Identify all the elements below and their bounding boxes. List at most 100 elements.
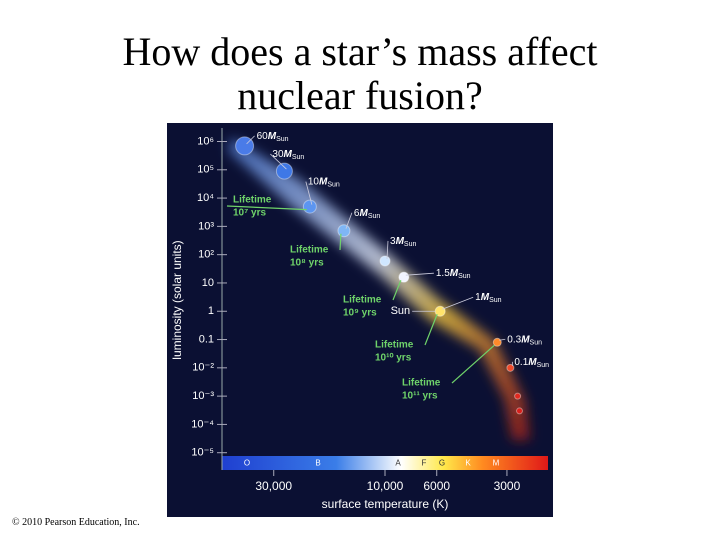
mass-symbol: M xyxy=(359,207,368,218)
label-leader xyxy=(405,272,434,276)
star xyxy=(275,162,293,180)
x-tick-label: 10,000 xyxy=(367,479,404,493)
x-tick-label: 3000 xyxy=(494,479,521,493)
star xyxy=(492,337,502,347)
star xyxy=(379,255,391,267)
mass-label: 1MSun xyxy=(475,292,501,304)
label-leader xyxy=(270,153,287,170)
spectral-class: F xyxy=(422,459,427,468)
y-tick-label: 10² xyxy=(198,249,214,261)
mass-number: 1 xyxy=(475,292,481,303)
mass-number: 60 xyxy=(257,131,269,142)
spectral-class: B xyxy=(315,459,320,468)
lifetime-label: Lifetime xyxy=(290,245,329,256)
mass-subscript: Sun xyxy=(292,154,305,161)
mass-number: 0.1 xyxy=(514,356,528,367)
spectral-bar xyxy=(222,456,548,470)
mass-subscript: Sun xyxy=(537,362,550,369)
slide-title: How does a star’s mass affect xyxy=(122,29,598,74)
mass-subscript: Sun xyxy=(458,273,471,280)
star xyxy=(514,392,522,400)
y-tick-label: 10⁻³ xyxy=(192,390,214,402)
star xyxy=(398,271,410,283)
lifetime-label: Lifetime xyxy=(375,340,414,351)
y-tick-label: 1 xyxy=(208,305,214,317)
spectral-class: K xyxy=(465,459,471,468)
mass-number: 0.3 xyxy=(507,334,521,345)
main-sequence-band xyxy=(228,138,530,440)
y-tick-label: 10⁻⁵ xyxy=(191,447,214,459)
y-tick-label: 10⁵ xyxy=(197,164,214,176)
mass-subscript: Sun xyxy=(489,297,502,304)
mass-subscript: Sun xyxy=(368,213,381,220)
mass-label: 6MSun xyxy=(354,207,380,219)
mass-symbol: M xyxy=(319,176,328,187)
x-tick-label: 30,000 xyxy=(255,479,292,493)
y-tick-label: 10⁴ xyxy=(197,192,214,204)
lifetime-label: Lifetime xyxy=(402,378,441,389)
mass-symbol: M xyxy=(284,149,293,160)
star xyxy=(515,407,523,415)
mass-subscript: Sun xyxy=(327,181,340,188)
y-axis-label: luminosity (solar units) xyxy=(170,240,184,359)
y-tick-label: 10³ xyxy=(198,220,214,232)
label-leader xyxy=(345,212,353,229)
label-leader xyxy=(305,181,313,205)
mass-symbol: M xyxy=(450,268,459,279)
mass-symbol: M xyxy=(268,131,277,142)
copyright: © 2010 Pearson Education, Inc. xyxy=(12,517,140,528)
mass-number: 1.5 xyxy=(436,268,450,279)
spectral-class: G xyxy=(439,459,445,468)
mass-label: 60MSun xyxy=(257,131,289,143)
y-tick-label: 10⁻² xyxy=(192,362,214,374)
lifetime-leader xyxy=(451,344,495,384)
y-tick-label: 10 xyxy=(202,277,214,289)
x-tick-label: 6000 xyxy=(423,479,450,493)
lifetime-value: 10⁹ yrs xyxy=(343,308,377,319)
mass-symbol: M xyxy=(528,356,537,367)
mass-symbol: M xyxy=(481,292,490,303)
mass-label: 3MSun xyxy=(390,236,416,248)
spectral-class: M xyxy=(493,459,500,468)
lifetime-label: Lifetime xyxy=(233,195,272,206)
mass-subscript: Sun xyxy=(530,339,543,346)
lifetime-leader xyxy=(339,233,342,251)
mass-symbol: M xyxy=(396,236,405,247)
y-tick-label: 10⁻⁴ xyxy=(191,418,214,430)
x-axis-label: surface temperature (K) xyxy=(322,497,449,511)
lifetime-label: Lifetime xyxy=(343,295,382,306)
mass-symbol: M xyxy=(521,334,530,345)
star xyxy=(302,199,317,214)
mass-number: 6 xyxy=(354,207,360,218)
lifetime-leader xyxy=(424,314,438,346)
label-leader xyxy=(499,338,506,341)
mass-label: 1.5MSun xyxy=(436,268,471,280)
mass-number: 10 xyxy=(308,176,320,187)
mass-subscript: Sun xyxy=(404,241,417,248)
sun-label: Sun xyxy=(391,305,411,317)
figure-background xyxy=(167,123,553,517)
spectral-class: O xyxy=(244,459,250,468)
star xyxy=(506,363,515,372)
mass-subscript: Sun xyxy=(276,136,289,143)
y-tick-label: 0.1 xyxy=(199,333,214,345)
y-tick-label: 10⁶ xyxy=(197,135,214,147)
mass-label: 10MSun xyxy=(308,176,340,188)
star xyxy=(337,224,351,238)
lifetime-value: 10¹¹ yrs xyxy=(402,391,438,402)
lifetime-value: 10¹⁰ yrs xyxy=(375,353,412,364)
mass-number: 3 xyxy=(390,236,396,247)
mass-label: 0.3MSun xyxy=(507,334,542,346)
label-leader xyxy=(386,240,389,259)
lifetime-value: 10⁸ yrs xyxy=(290,258,324,269)
lifetime-leader xyxy=(392,279,402,301)
label-leader xyxy=(246,135,255,145)
mass-number: 30 xyxy=(272,149,284,160)
slide-title: nuclear fusion? xyxy=(237,73,483,118)
label-leader xyxy=(442,296,474,310)
mass-label: 0.1MSun xyxy=(514,356,549,368)
spectral-class: A xyxy=(395,459,401,468)
mass-label: 30MSun xyxy=(272,149,304,161)
